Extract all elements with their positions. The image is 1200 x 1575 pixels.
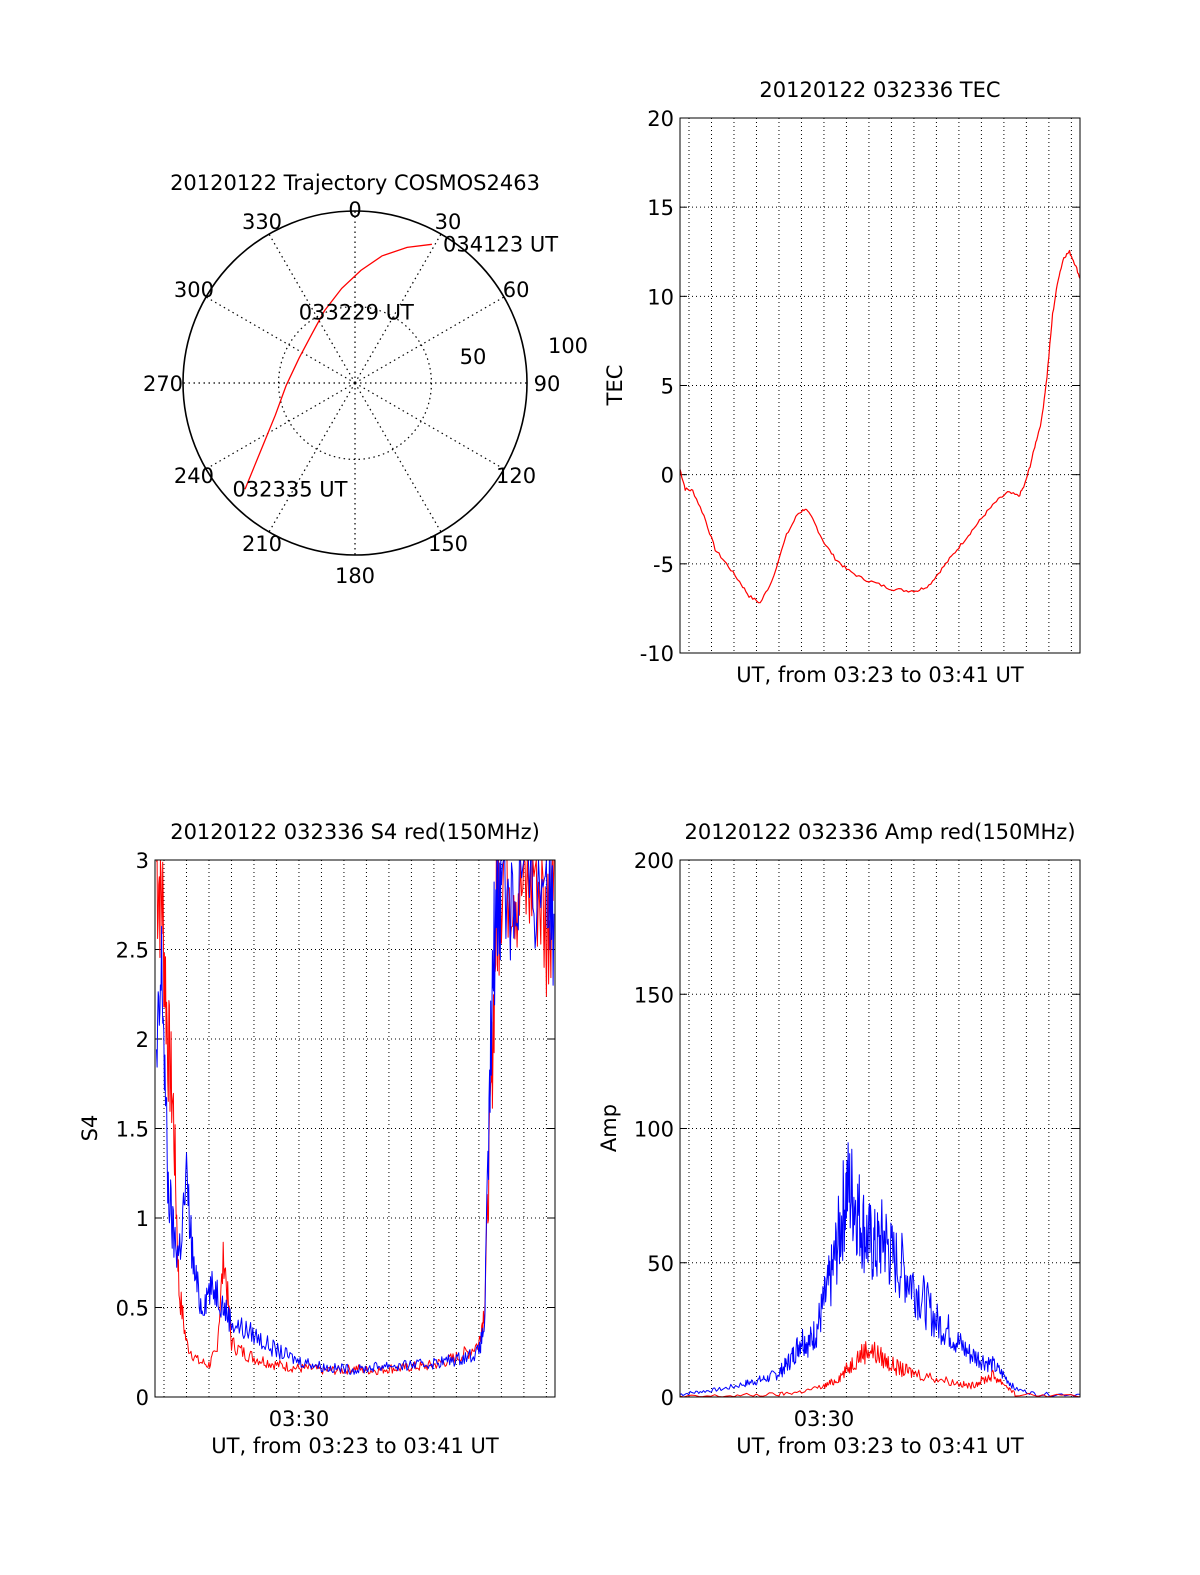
- polar-spoke: [205, 382, 356, 470]
- tec-y-tick-label: 10: [647, 285, 674, 309]
- polar-spoke: [354, 382, 505, 470]
- amp-y-label: Amp: [597, 1104, 621, 1152]
- amp-tick-labels: 0 50 100 150 200 03:30: [634, 849, 854, 1431]
- tec-y-tick-label: 5: [661, 375, 674, 399]
- polar-spoke: [354, 296, 505, 384]
- s4-y-label: S4: [78, 1115, 102, 1142]
- tec-y-tick-label: -5: [653, 553, 674, 577]
- tec-chart: 20120122 032336 TEC -10 -5 0 5 10 15 20 TEC UT…: [603, 78, 1081, 687]
- s4-y-tick-label: 0.5: [116, 1297, 149, 1321]
- polar-elevation-ring: [277, 305, 433, 461]
- s4-title: 20120122 032336 S4 red(150MHz): [170, 820, 540, 844]
- s4-chart: 20120122 032336 S4 red(150MHz) 0 0.5 1 1.5 2…: [78, 820, 556, 1458]
- s4-y-tick-label: 1: [136, 1207, 149, 1231]
- polar-azimuth-label: 120: [496, 464, 536, 488]
- polar-annotations: 034123 UT 033229 UT 032335 UT: [232, 233, 558, 502]
- polar-title: 20120122 Trajectory COSMOS2463: [170, 171, 540, 195]
- polar-time-annotation: 032335 UT: [232, 478, 347, 502]
- s4-x-tick-label: 03:30: [269, 1407, 330, 1431]
- polar-time-annotation: 033229 UT: [299, 300, 414, 324]
- amp-series: [679, 1142, 1081, 1398]
- polar-spoke: [354, 382, 442, 533]
- s4-x-label: UT, from 03:23 to 03:41 UT: [211, 1434, 499, 1458]
- s4-frame: [154, 859, 556, 1398]
- amp-x-label: UT, from 03:23 to 03:41 UT: [736, 1434, 1024, 1458]
- s4-y-tick-label: 0: [136, 1386, 149, 1410]
- polar-radius-label: 100: [548, 334, 588, 358]
- polar-spoke: [205, 296, 356, 384]
- polar-azimuth-label: 0: [348, 198, 361, 222]
- tec-y-tick-label: 15: [647, 196, 674, 220]
- s4-y-tick-label: 1.5: [116, 1118, 149, 1142]
- tec-series: [679, 249, 1081, 604]
- amp-y-tick-label: 0: [661, 1386, 674, 1410]
- polar-spoke: [268, 382, 356, 533]
- polar-trajectory-chart: 20120122 Trajectory COSMOS2463 0 30 60 90 12…: [143, 171, 588, 588]
- tec-x-label: UT, from 03:23 to 03:41 UT: [736, 663, 1024, 687]
- polar-azimuth-label: 150: [428, 532, 468, 556]
- polar-outer-ring: [182, 210, 528, 556]
- polar-azimuth-label: 210: [242, 532, 282, 556]
- amp-title: 20120122 032336 Amp red(150MHz): [684, 820, 1075, 844]
- polar-time-annotation: 034123 UT: [443, 233, 558, 257]
- amp-series-line-2: [679, 1341, 1081, 1398]
- amp-series-line-1: [679, 1142, 1080, 1397]
- amp-y-tick-label: 50: [647, 1252, 674, 1276]
- polar-azimuth-label: 270: [143, 372, 183, 396]
- polar-radius-label: 50: [460, 345, 487, 369]
- amp-y-tick-label: 200: [634, 849, 674, 873]
- tec-y-tick-label: 0: [661, 464, 674, 488]
- s4-y-tick-label: 2: [136, 1028, 149, 1052]
- s4-tick-labels: 0 0.5 1 1.5 2 2.5 3 03:30: [116, 849, 330, 1431]
- polar-series: [244, 243, 432, 490]
- polar-spoke: [268, 233, 356, 384]
- amp-frame: [679, 859, 1081, 1398]
- tec-y-label: TEC: [603, 365, 627, 407]
- amp-y-tick-label: 150: [634, 983, 674, 1007]
- polar-trajectory-line: [244, 243, 432, 490]
- polar-azimuth-label: 240: [174, 464, 214, 488]
- polar-grid: [182, 210, 528, 556]
- tec-series-line-1: [679, 249, 1081, 604]
- polar-azimuth-labels: 0 30 60 90 120 150 180 210 240 270 300 330 50 100: [143, 198, 588, 588]
- amp-chart: 20120122 032336 Amp red(150MHz) 0 50 100 15…: [597, 820, 1081, 1458]
- polar-spoke: [354, 233, 442, 384]
- amp-y-tick-label: 100: [634, 1118, 674, 1142]
- polar-azimuth-label: 30: [435, 210, 462, 234]
- s4-y-tick-label: 3: [136, 849, 149, 873]
- tec-tick-labels: -10 -5 0 5 10 15 20: [640, 107, 674, 666]
- polar-azimuth-label: 180: [335, 564, 375, 588]
- amp-x-tick-label: 03:30: [794, 1407, 855, 1431]
- tec-y-tick-label: 20: [647, 107, 674, 131]
- s4-series-line-1: [156, 859, 555, 1376]
- s4-series: [156, 859, 555, 1376]
- s4-grid: [155, 859, 555, 1398]
- polar-azimuth-label: 90: [534, 372, 561, 396]
- polar-azimuth-label: 60: [503, 278, 530, 302]
- s4-series-line-2: [156, 859, 555, 1375]
- polar-azimuth-label: 330: [242, 210, 282, 234]
- polar-azimuth-label: 300: [174, 278, 214, 302]
- tec-frame: [679, 117, 1081, 654]
- s4-y-tick-label: 2.5: [116, 939, 149, 963]
- tec-title: 20120122 032336 TEC: [759, 78, 1000, 102]
- tec-y-tick-label: -10: [640, 642, 674, 666]
- amp-grid: [680, 859, 1080, 1398]
